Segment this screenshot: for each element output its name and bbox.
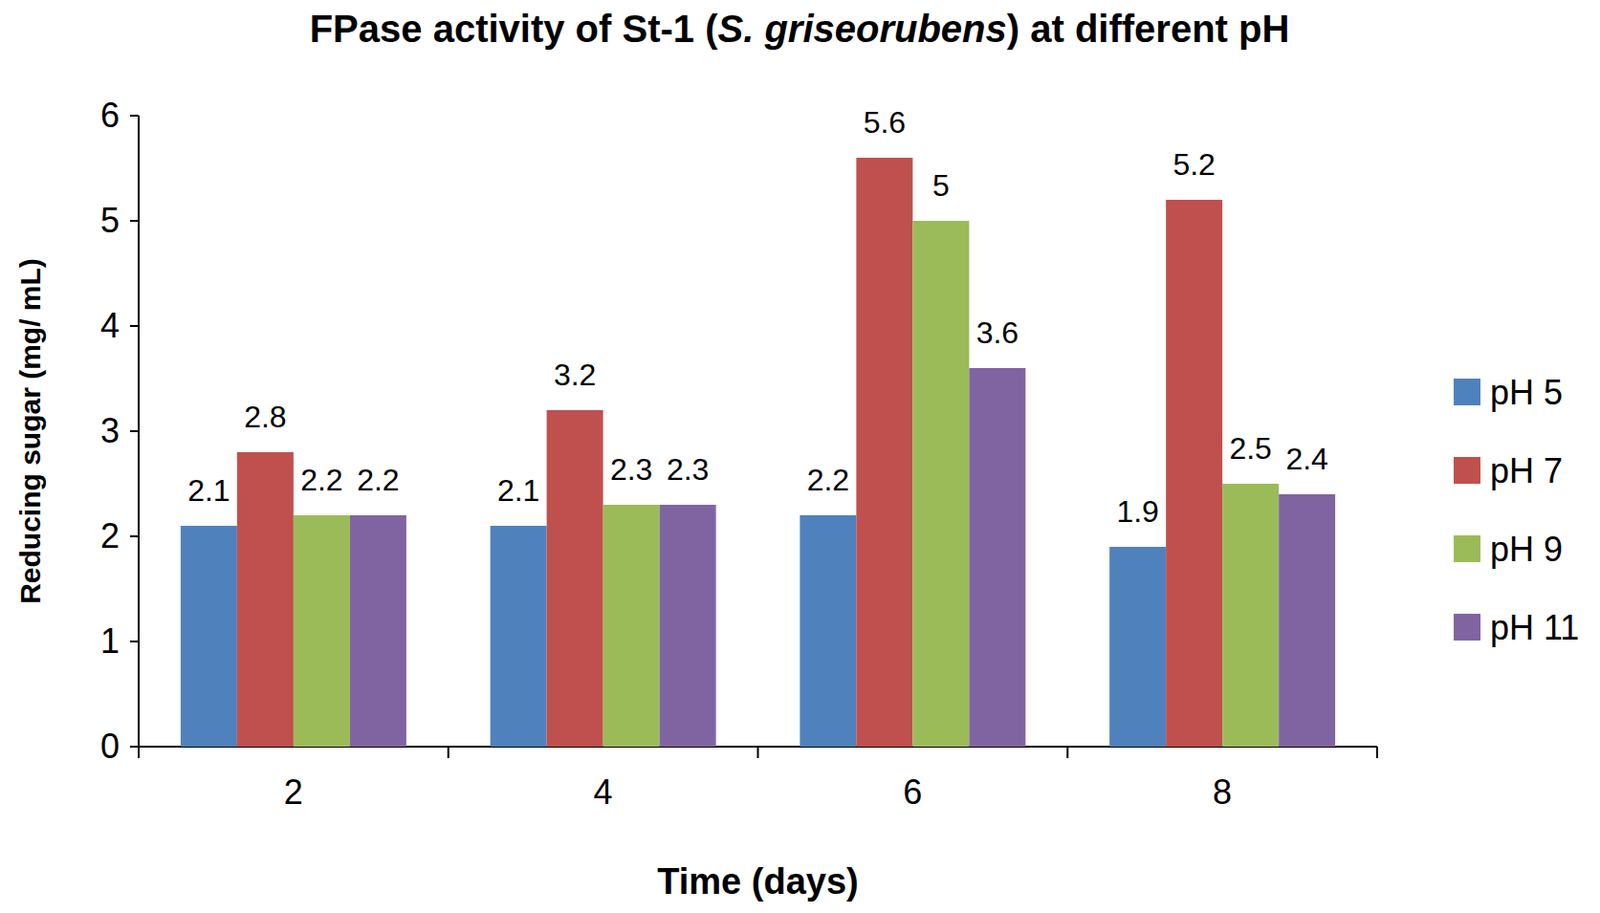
legend: pH 5 pH 7 pH 9 pH 11	[1453, 372, 1579, 648]
x-tick-label: 6	[902, 772, 922, 812]
data-label: 2.5	[1228, 431, 1272, 466]
y-tick-label: 2	[100, 516, 120, 556]
bar	[855, 157, 913, 747]
x-tick-label: 4	[593, 772, 614, 812]
y-tick	[130, 114, 139, 117]
bar	[350, 515, 407, 747]
data-label: 3.2	[553, 357, 596, 393]
data-label: 5.2	[1172, 147, 1215, 182]
legend-swatch	[1453, 378, 1481, 406]
legend-swatch	[1453, 613, 1481, 641]
y-tick	[130, 745, 139, 748]
title: FPase activity of St-1 (S. griseorubens)…	[309, 7, 1291, 50]
y-tick	[130, 430, 139, 433]
bar	[293, 515, 351, 747]
data-label: 2.1	[497, 473, 540, 508]
data-label: 2.3	[666, 452, 709, 487]
bar	[659, 504, 717, 747]
data-label: 2.8	[243, 399, 286, 435]
data-label: 3.6	[976, 315, 1019, 351]
y-tick-label: 1	[100, 621, 120, 661]
x-tick-label: 8	[1212, 772, 1232, 812]
legend-label: pH 7	[1490, 451, 1563, 491]
y-tick	[130, 535, 139, 538]
y-tick-label: 5	[100, 200, 120, 241]
x-tick	[1066, 746, 1069, 759]
bar	[799, 515, 856, 747]
y-tick	[130, 640, 139, 643]
bar	[180, 526, 238, 747]
legend-label: pH 11	[1490, 608, 1579, 648]
y-tick-label: 4	[100, 306, 120, 346]
bar	[237, 452, 294, 747]
y-tick-label: 3	[100, 411, 120, 451]
data-label: 2.3	[610, 452, 653, 487]
y-tick	[130, 219, 139, 222]
x-tick	[137, 746, 140, 759]
data-label: 5	[932, 168, 950, 203]
x-tick-label: 2	[284, 772, 304, 812]
data-label: 2.2	[356, 462, 399, 498]
data-label: 1.9	[1116, 494, 1159, 529]
bar	[547, 410, 604, 747]
data-label: 2.2	[300, 462, 343, 498]
legend-swatch	[1453, 457, 1481, 484]
y-tick-label: 0	[100, 726, 120, 767]
data-label: 2.4	[1285, 441, 1328, 477]
x-tick	[447, 746, 450, 759]
legend-label: pH 9	[1490, 529, 1563, 570]
y-tick	[130, 325, 139, 328]
x-tick	[757, 746, 760, 759]
legend-swatch	[1453, 535, 1481, 563]
bar	[912, 220, 969, 747]
bar	[968, 368, 1026, 747]
bar	[1165, 199, 1223, 747]
data-label: 5.6	[863, 105, 906, 140]
bar	[1278, 494, 1336, 747]
bar	[490, 526, 548, 747]
bar	[603, 504, 660, 747]
chart: FPase activity of St-1 (S. griseorubens)…	[0, 0, 1600, 913]
x-tick	[1376, 746, 1379, 759]
y-axis-title: Reducing sugar (mg/ mL)	[14, 258, 46, 605]
legend-label: pH 5	[1490, 372, 1563, 413]
data-label: 2.2	[807, 462, 850, 498]
bars	[180, 157, 1336, 747]
x-axis-title: Time (days)	[657, 861, 858, 902]
y-tick-label: 6	[100, 95, 120, 135]
bar	[1222, 483, 1279, 747]
bar	[1109, 547, 1166, 747]
data-label: 2.1	[187, 473, 230, 508]
